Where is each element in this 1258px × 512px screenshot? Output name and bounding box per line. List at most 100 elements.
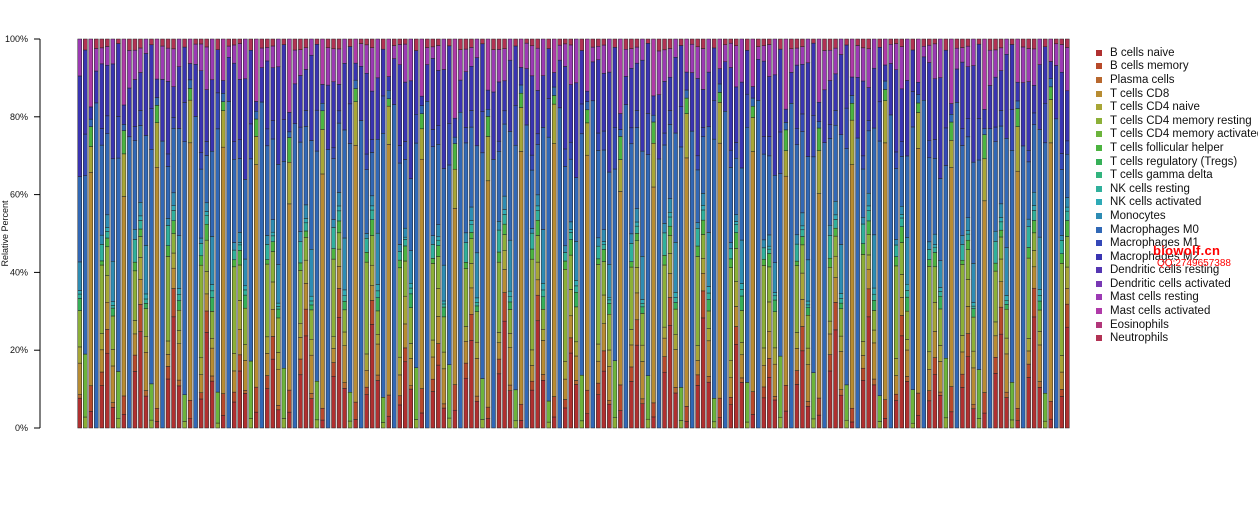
bar-segment — [204, 89, 209, 142]
bar-segment — [1031, 124, 1037, 193]
bar-segment — [165, 256, 171, 342]
bar-segment — [800, 229, 805, 237]
bar-segment — [794, 384, 800, 429]
bar-segment — [452, 143, 458, 170]
legend-label: T cells regulatory (Tregs) — [1110, 155, 1238, 168]
bar-segment — [325, 38, 331, 48]
bar-segment — [1065, 220, 1070, 237]
bar-segment — [298, 358, 303, 376]
bar-segment — [745, 127, 750, 383]
bar-segment — [469, 238, 474, 264]
bar-segment — [364, 44, 369, 74]
bar — [1009, 38, 1015, 429]
bar-segment — [971, 263, 976, 303]
bar-segment — [882, 64, 888, 82]
bar-segment — [507, 309, 513, 334]
bar-segment — [927, 62, 932, 141]
bar-segment — [882, 80, 888, 90]
bar-segment — [408, 178, 413, 251]
bar-segment — [265, 353, 270, 376]
bar — [800, 38, 805, 429]
bar-segment — [414, 50, 419, 115]
bar-segment — [965, 333, 971, 357]
bar-segment — [220, 393, 226, 416]
bar-segment — [331, 81, 336, 149]
bar-segment — [276, 405, 281, 411]
bar-segment — [364, 73, 369, 155]
bar-segment — [794, 64, 800, 129]
bar-segment — [391, 104, 397, 429]
bar-segment — [1031, 287, 1037, 318]
bar-segment — [110, 301, 116, 306]
bar-segment — [265, 259, 270, 265]
bar-segment — [579, 38, 585, 51]
bar-segment — [270, 219, 276, 233]
bar-segment — [502, 214, 507, 225]
bar-segment — [1037, 129, 1042, 238]
bar-segment — [325, 47, 331, 86]
bar-segment — [480, 152, 485, 379]
bar-segment — [419, 412, 425, 429]
bar-segment — [866, 254, 871, 270]
bar-segment — [905, 283, 910, 291]
bar-segment — [651, 114, 656, 123]
bar-segment — [502, 269, 507, 293]
bar-segment — [772, 299, 778, 312]
bar-segment — [1026, 150, 1031, 163]
bar-segment — [767, 331, 772, 359]
bar-segment — [77, 75, 82, 177]
bar-segment — [728, 38, 733, 44]
bar-segment — [551, 416, 557, 429]
bar-segment — [596, 46, 601, 60]
bar-segment — [198, 392, 204, 400]
bar — [910, 38, 916, 429]
bar-segment — [618, 129, 623, 137]
bar-segment — [182, 46, 187, 103]
bar-segment — [397, 145, 402, 164]
bar — [121, 38, 127, 429]
bar-segment — [993, 49, 998, 78]
bar-segment — [215, 38, 220, 50]
legend-item: Macrophages M1 — [1096, 236, 1258, 250]
bar-segment — [965, 249, 971, 280]
bar-segment — [292, 38, 298, 51]
bar-segment — [734, 232, 739, 249]
bar-segment — [805, 38, 811, 64]
bar-segment — [574, 355, 579, 381]
bar-segment — [1026, 81, 1031, 151]
bar-segment — [171, 316, 176, 429]
bar-segment — [171, 210, 176, 221]
bar-segment — [105, 352, 110, 429]
bar — [678, 38, 684, 429]
bar-segment — [507, 131, 513, 241]
bar-segment — [143, 135, 149, 246]
bar-segment — [331, 38, 336, 50]
bar-segment — [656, 50, 662, 95]
bar-segment — [353, 419, 358, 429]
legend-item: T cells regulatory (Tregs) — [1096, 155, 1258, 169]
bar-segment — [734, 86, 739, 143]
bar-segment — [513, 45, 518, 106]
y-tick-label: 40% — [10, 267, 28, 277]
bar-segment — [993, 141, 998, 232]
bar-segment — [800, 113, 805, 132]
bar-segment — [728, 67, 733, 151]
legend-swatch — [1096, 131, 1102, 138]
bar-segment — [932, 331, 938, 358]
bar-segment — [816, 414, 822, 429]
bar-segment — [750, 391, 756, 415]
bar-segment — [496, 358, 502, 375]
y-tick-label: 20% — [10, 345, 28, 355]
bar-segment — [419, 388, 425, 414]
bar — [1031, 38, 1037, 429]
bar-segment — [165, 218, 171, 226]
bar-segment — [618, 38, 623, 114]
bar-segment — [270, 38, 276, 47]
bar-segment — [739, 289, 744, 297]
bar-segment — [700, 234, 706, 259]
bar-segment — [237, 79, 242, 141]
bar-segment — [612, 127, 618, 170]
bar-segment — [816, 397, 822, 416]
bar-segment — [722, 38, 728, 45]
bar-segment — [871, 234, 877, 289]
